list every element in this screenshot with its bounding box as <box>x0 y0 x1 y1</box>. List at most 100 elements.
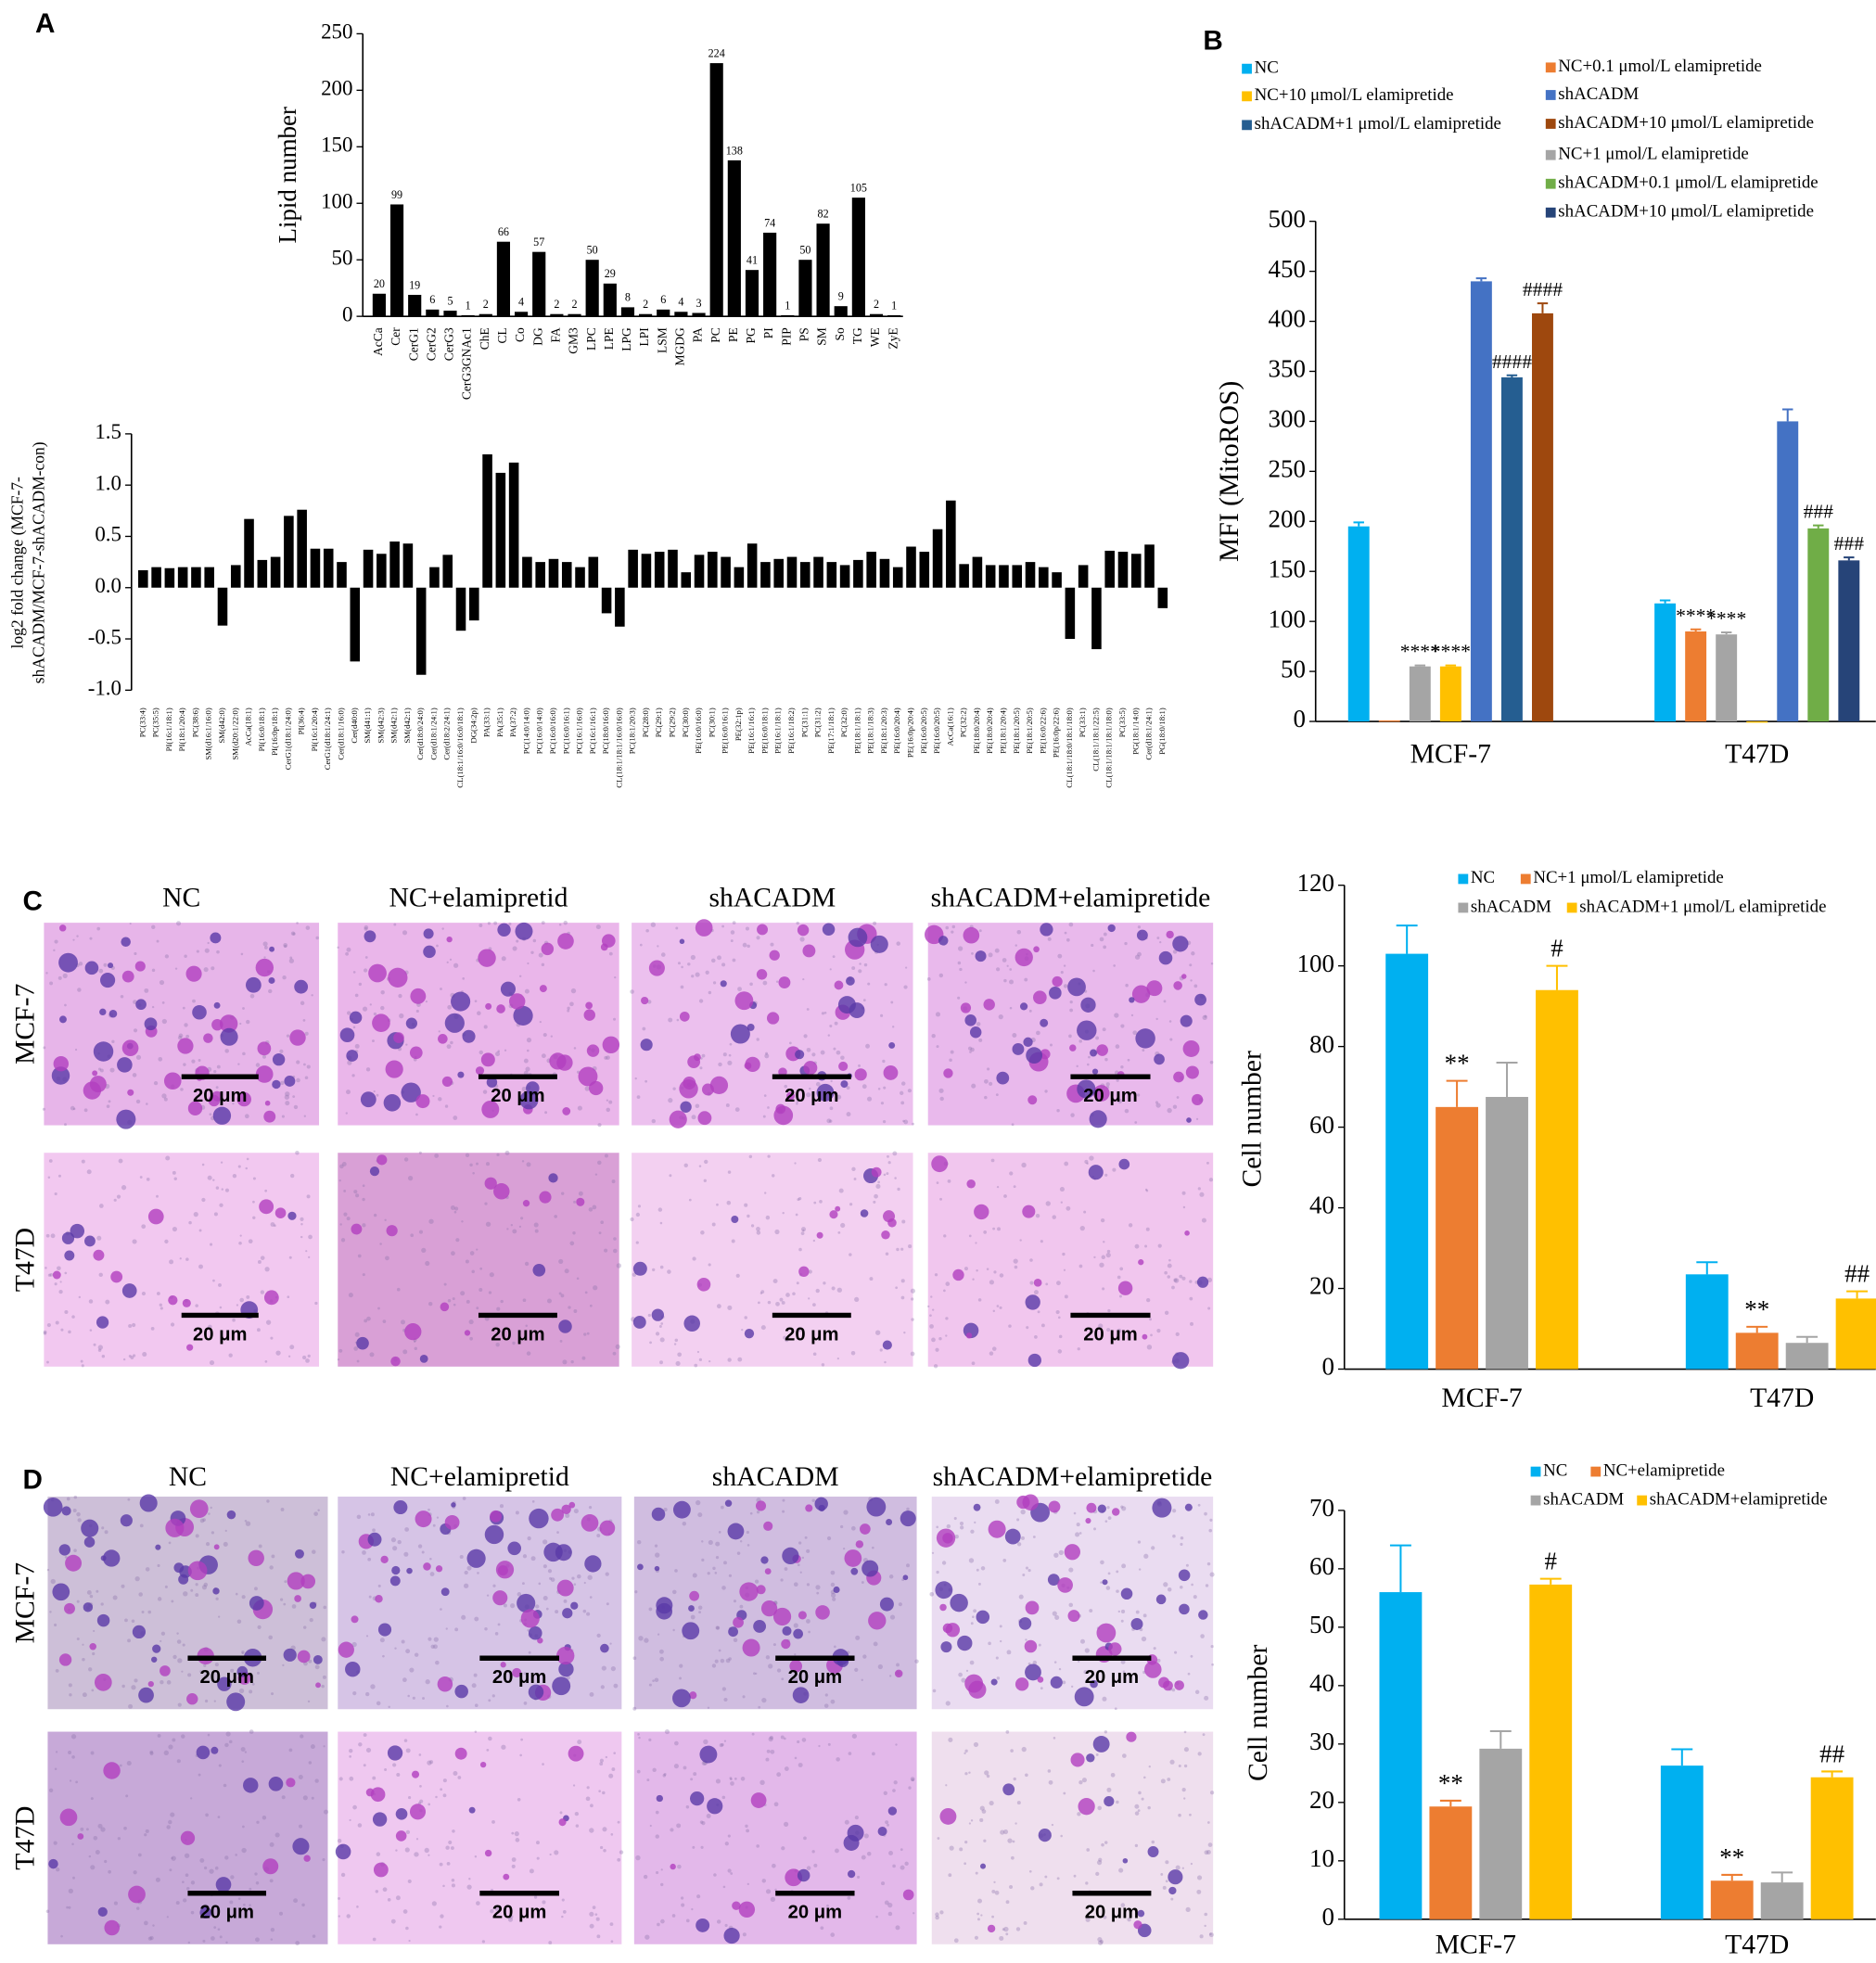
speckle <box>894 1177 897 1179</box>
error-bar <box>1506 374 1518 377</box>
speckle <box>1204 1912 1208 1917</box>
speckle <box>809 1087 811 1090</box>
speckle <box>168 1744 173 1750</box>
data-label: 82 <box>818 208 829 221</box>
cell <box>468 1806 476 1814</box>
speckle <box>500 1299 504 1304</box>
speckle <box>349 1749 353 1753</box>
speckle <box>949 1058 952 1063</box>
data-label: 1 <box>785 299 790 312</box>
speckle <box>526 1038 532 1043</box>
bar <box>1157 587 1168 608</box>
cell <box>478 949 496 967</box>
speckle <box>1052 1215 1056 1219</box>
speckle <box>190 1880 196 1885</box>
speckle <box>195 1534 199 1538</box>
cell <box>121 970 134 983</box>
speckle <box>205 1813 209 1817</box>
speckle <box>872 1752 875 1756</box>
bar <box>603 283 617 317</box>
cell <box>1038 1829 1052 1842</box>
y-tick-label: 20 <box>1309 1272 1334 1300</box>
cell <box>871 1166 882 1178</box>
speckle <box>1002 1829 1009 1835</box>
cell <box>454 1684 468 1699</box>
speckle <box>741 1328 744 1332</box>
speckle <box>1201 1217 1206 1223</box>
y-tick-label: 150 <box>321 134 352 157</box>
speckle <box>936 1045 939 1049</box>
speckle <box>730 1781 734 1786</box>
speckle <box>516 939 519 943</box>
cell <box>503 1873 510 1880</box>
speckle <box>1204 1924 1206 1928</box>
speckle <box>503 1603 507 1608</box>
speckle <box>1206 1561 1211 1566</box>
speckle <box>473 1673 478 1677</box>
speckle <box>911 1318 914 1321</box>
speckle <box>851 966 856 971</box>
legend-label: shACADM <box>1558 84 1639 104</box>
speckle <box>1103 1241 1105 1243</box>
speckle <box>610 1940 614 1944</box>
speckle <box>936 1181 939 1184</box>
cell <box>548 1173 558 1183</box>
speckle <box>265 1319 272 1325</box>
cell <box>284 1076 296 1087</box>
speckle <box>245 1166 248 1170</box>
speckle <box>507 1917 514 1922</box>
cell <box>1158 950 1173 965</box>
speckle <box>518 975 522 978</box>
speckle <box>744 1316 747 1319</box>
speckle <box>402 1909 408 1914</box>
cell <box>1185 1065 1199 1079</box>
speckle <box>68 1330 71 1334</box>
speckle <box>525 1066 530 1072</box>
speckle <box>772 1643 776 1647</box>
speckle <box>1114 1013 1119 1018</box>
cell <box>1025 1600 1040 1615</box>
speckle <box>674 1338 679 1343</box>
speckle <box>351 1074 355 1077</box>
speckle <box>1181 1788 1186 1792</box>
speckle <box>1085 1881 1089 1885</box>
speckle <box>174 967 178 970</box>
speckle <box>187 1673 192 1677</box>
speckle <box>190 1588 194 1592</box>
cell <box>894 1669 903 1678</box>
speckle <box>172 1170 176 1175</box>
speckle <box>368 1595 372 1599</box>
cell <box>1048 1500 1061 1513</box>
speckle <box>357 1254 362 1258</box>
significance-label: **** <box>1431 641 1471 663</box>
cell <box>1104 1795 1115 1807</box>
speckle <box>45 1909 50 1914</box>
cell <box>486 1077 498 1088</box>
speckle <box>1127 1918 1131 1922</box>
bar <box>372 293 386 317</box>
x-tick-label: PI <box>761 327 775 338</box>
cell <box>58 1653 72 1666</box>
speckle <box>806 1008 810 1011</box>
cell <box>1172 936 1189 952</box>
speckle <box>306 1194 311 1199</box>
speckle <box>45 1267 47 1269</box>
cell <box>423 928 434 939</box>
speckle <box>274 1224 276 1228</box>
speckle <box>589 1828 594 1833</box>
speckle <box>550 1577 555 1582</box>
bar <box>1807 528 1830 722</box>
speckle <box>775 1301 780 1307</box>
bar <box>230 565 241 588</box>
bar <box>514 312 529 317</box>
speckle <box>994 948 1000 953</box>
cell <box>782 1625 792 1636</box>
speckle <box>604 1154 608 1158</box>
speckle <box>81 1364 84 1368</box>
y-tick-label: 60 <box>1309 1552 1334 1580</box>
bar <box>408 294 422 317</box>
significance-label: ** <box>1744 1295 1769 1323</box>
speckle <box>414 1652 419 1657</box>
column-header: shACADM <box>712 1462 839 1492</box>
